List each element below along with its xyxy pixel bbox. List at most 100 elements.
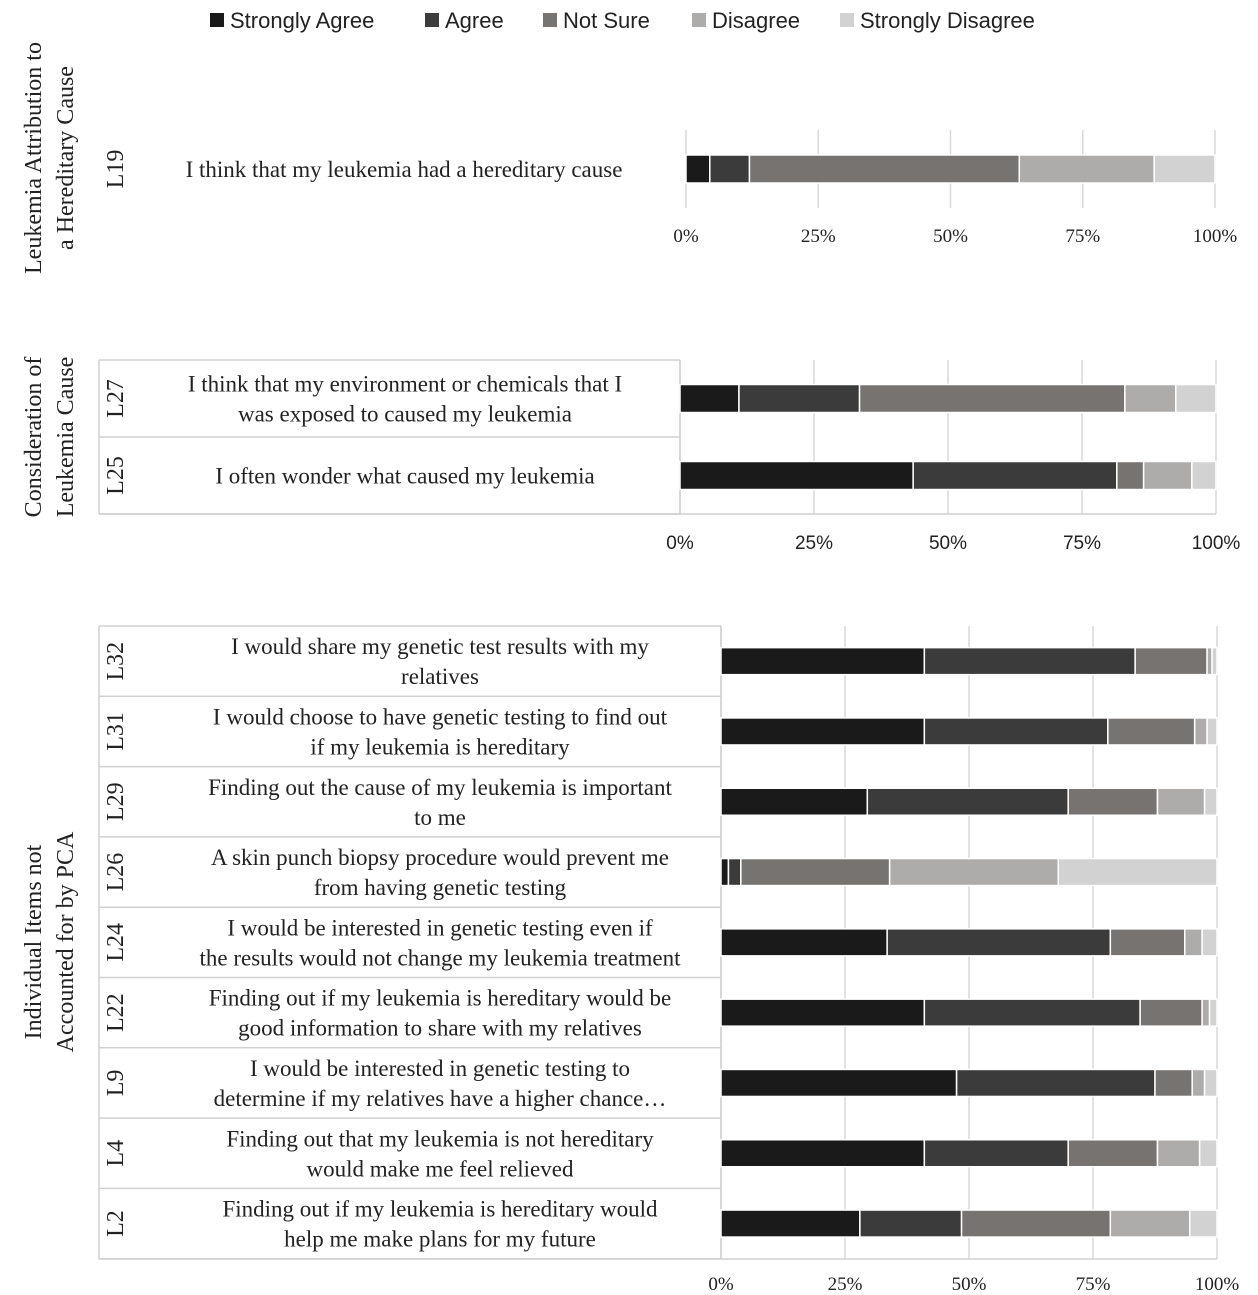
chart-panel: Consideration of Leukemia Cause L27 I think… [21, 357, 1240, 554]
item-statement: I would share my genetic test results wi… [231, 634, 649, 689]
x-tick-label: 50% [952, 1274, 987, 1295]
bar-segment [1203, 787, 1218, 816]
bar-segment [1153, 154, 1216, 184]
bar-segment [955, 1068, 1156, 1098]
item-code: L27 [103, 379, 129, 418]
legend: Strongly Agree Agree Not Sure Disagree Stron… [210, 8, 1035, 33]
bar-segment [720, 646, 926, 676]
item-code: L2 [103, 1210, 129, 1237]
table-row: L19 I think that my leukemia had a heredi… [103, 150, 1216, 189]
bar-segment [1156, 1139, 1201, 1168]
table-row: L32 I would share my genetic test results… [103, 634, 1218, 689]
x-tick-label: 100% [1192, 533, 1241, 554]
bar-segment [1198, 1139, 1218, 1168]
bar-segment [1067, 787, 1159, 816]
item-code: L4 [103, 1140, 129, 1167]
legend-swatch [692, 13, 706, 27]
table-row: L22 Finding out if my leukemia is heredit… [103, 986, 1218, 1041]
x-tick-label: 0% [666, 533, 694, 554]
bar-segment [1156, 787, 1206, 816]
legend-swatch [840, 13, 854, 27]
legend-label: Strongly Disagree [860, 8, 1035, 33]
bar-segment [1116, 460, 1145, 491]
bar-segment [709, 154, 751, 184]
x-tick-label: 75% [1063, 533, 1101, 554]
x-tick-label: 0% [708, 1274, 734, 1295]
table-row: L9 I would be interested in genetic testi… [103, 1056, 1218, 1111]
bar-segment [679, 383, 740, 414]
legend-label: Not Sure [563, 8, 650, 33]
table-row: L29 Finding out the cause of my leukemia … [103, 775, 1218, 830]
bar-segment [679, 460, 914, 491]
bar-segment [923, 717, 1109, 746]
bar-segment [912, 460, 1118, 491]
bar-segment [1201, 928, 1218, 957]
table-row: L25 I often wonder what caused my leukemi… [103, 456, 1217, 495]
group-label: Consideration of Leukemia Cause [21, 357, 79, 518]
item-statement: I often wonder what caused my leukemia [215, 464, 594, 489]
chart-panel: Individual Items not Accounted for by PCA… [21, 625, 1240, 1295]
bar-segment [720, 1139, 926, 1168]
item-statement: A skin punch biopsy procedure would prev… [211, 845, 669, 900]
legend-item: Not Sure [543, 8, 650, 33]
x-tick-label: 0% [673, 226, 699, 247]
bar-segment [923, 646, 1136, 676]
bar-segment [1175, 383, 1217, 414]
legend-label: Strongly Agree [230, 8, 374, 33]
item-statement: Finding out if my leukemia is hereditary… [222, 1197, 658, 1252]
x-tick-label: 100% [1195, 1274, 1240, 1295]
legend-swatch [543, 13, 557, 27]
bar-segment [738, 383, 861, 414]
bar-segment [859, 1209, 963, 1238]
item-code: L22 [103, 993, 129, 1032]
x-tick-label: 25% [795, 533, 833, 554]
table-row: L31 I would choose to have genetic testin… [103, 704, 1218, 759]
bar-segment [1109, 1209, 1191, 1238]
bar-segment [923, 998, 1141, 1027]
bar-segment [720, 857, 730, 887]
bar-segment [1193, 717, 1208, 746]
bar-segment [727, 857, 742, 887]
item-statement: I would be interested in genetic testing… [214, 1056, 667, 1111]
x-tick-label: 50% [929, 533, 967, 554]
x-tick-label: 100% [1193, 226, 1238, 247]
bar-segment [720, 717, 926, 746]
group-label: Individual Items not Accounted for by PCA [21, 831, 79, 1052]
item-code: L19 [103, 150, 129, 189]
bar-segment [720, 998, 926, 1027]
item-code: L9 [103, 1070, 129, 1097]
item-statement: Finding out the cause of my leukemia is … [208, 775, 672, 830]
x-tick-label: 25% [828, 1274, 863, 1295]
bar-segment [1203, 1068, 1218, 1098]
x-tick-label: 75% [1065, 226, 1100, 247]
item-statement: Finding out that my leukemia is not here… [226, 1126, 654, 1181]
bar-segment [1018, 154, 1155, 184]
table-row: L24 I would be interested in genetic test… [103, 915, 1218, 970]
x-tick-label: 25% [801, 226, 836, 247]
legend-item: Disagree [692, 8, 800, 33]
bar-segment [1109, 928, 1186, 957]
item-statement: Finding out if my leukemia is hereditary… [209, 986, 671, 1041]
bar-segment [1067, 1139, 1159, 1168]
bar-segment [1206, 717, 1218, 746]
legend-swatch [210, 13, 224, 27]
bar-segment [886, 928, 1112, 957]
item-code: L29 [103, 782, 129, 821]
bar-segment [685, 154, 711, 184]
bar-segment [1184, 928, 1203, 957]
chart-panel: Leukemia Attribution to a Hereditary Caus… [21, 42, 1237, 274]
item-statement: I think that my environment or chemicals… [188, 372, 622, 427]
bar-segment [866, 787, 1069, 816]
item-code: L32 [103, 642, 129, 681]
item-statement: I would be interested in genetic testing… [200, 915, 682, 970]
bar-segment [1142, 460, 1193, 491]
bar-segment [748, 154, 1021, 184]
legend-swatch [425, 13, 439, 27]
bar-segment [1139, 998, 1203, 1027]
legend-item: Agree [425, 8, 504, 33]
item-statement: I think that my leukemia had a hereditar… [186, 157, 623, 182]
x-tick-label: 50% [933, 226, 968, 247]
item-code: L25 [103, 456, 129, 495]
item-code: L24 [103, 923, 129, 962]
bar-segment [888, 857, 1060, 887]
